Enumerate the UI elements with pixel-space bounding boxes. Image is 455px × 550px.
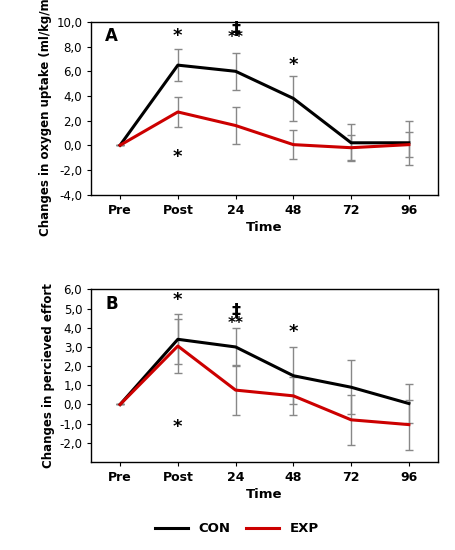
Text: *: * [288, 323, 298, 341]
Legend: CON, EXP: CON, EXP [150, 517, 324, 541]
Text: A: A [105, 27, 118, 45]
X-axis label: Time: Time [246, 221, 282, 234]
Text: **: ** [227, 316, 243, 331]
Y-axis label: Changes in oxygen uptake (ml/kg/min): Changes in oxygen uptake (ml/kg/min) [39, 0, 52, 236]
Text: ‡: ‡ [231, 20, 240, 38]
Text: *: * [173, 418, 182, 436]
Text: *: * [173, 290, 182, 309]
Text: ‡: ‡ [231, 302, 240, 320]
Y-axis label: Changes in percieved effort: Changes in percieved effort [42, 283, 55, 468]
Text: *: * [173, 28, 182, 46]
Text: **: ** [227, 30, 243, 46]
Text: *: * [288, 56, 298, 74]
Text: B: B [105, 295, 117, 312]
X-axis label: Time: Time [246, 488, 282, 501]
Text: *: * [173, 148, 182, 166]
